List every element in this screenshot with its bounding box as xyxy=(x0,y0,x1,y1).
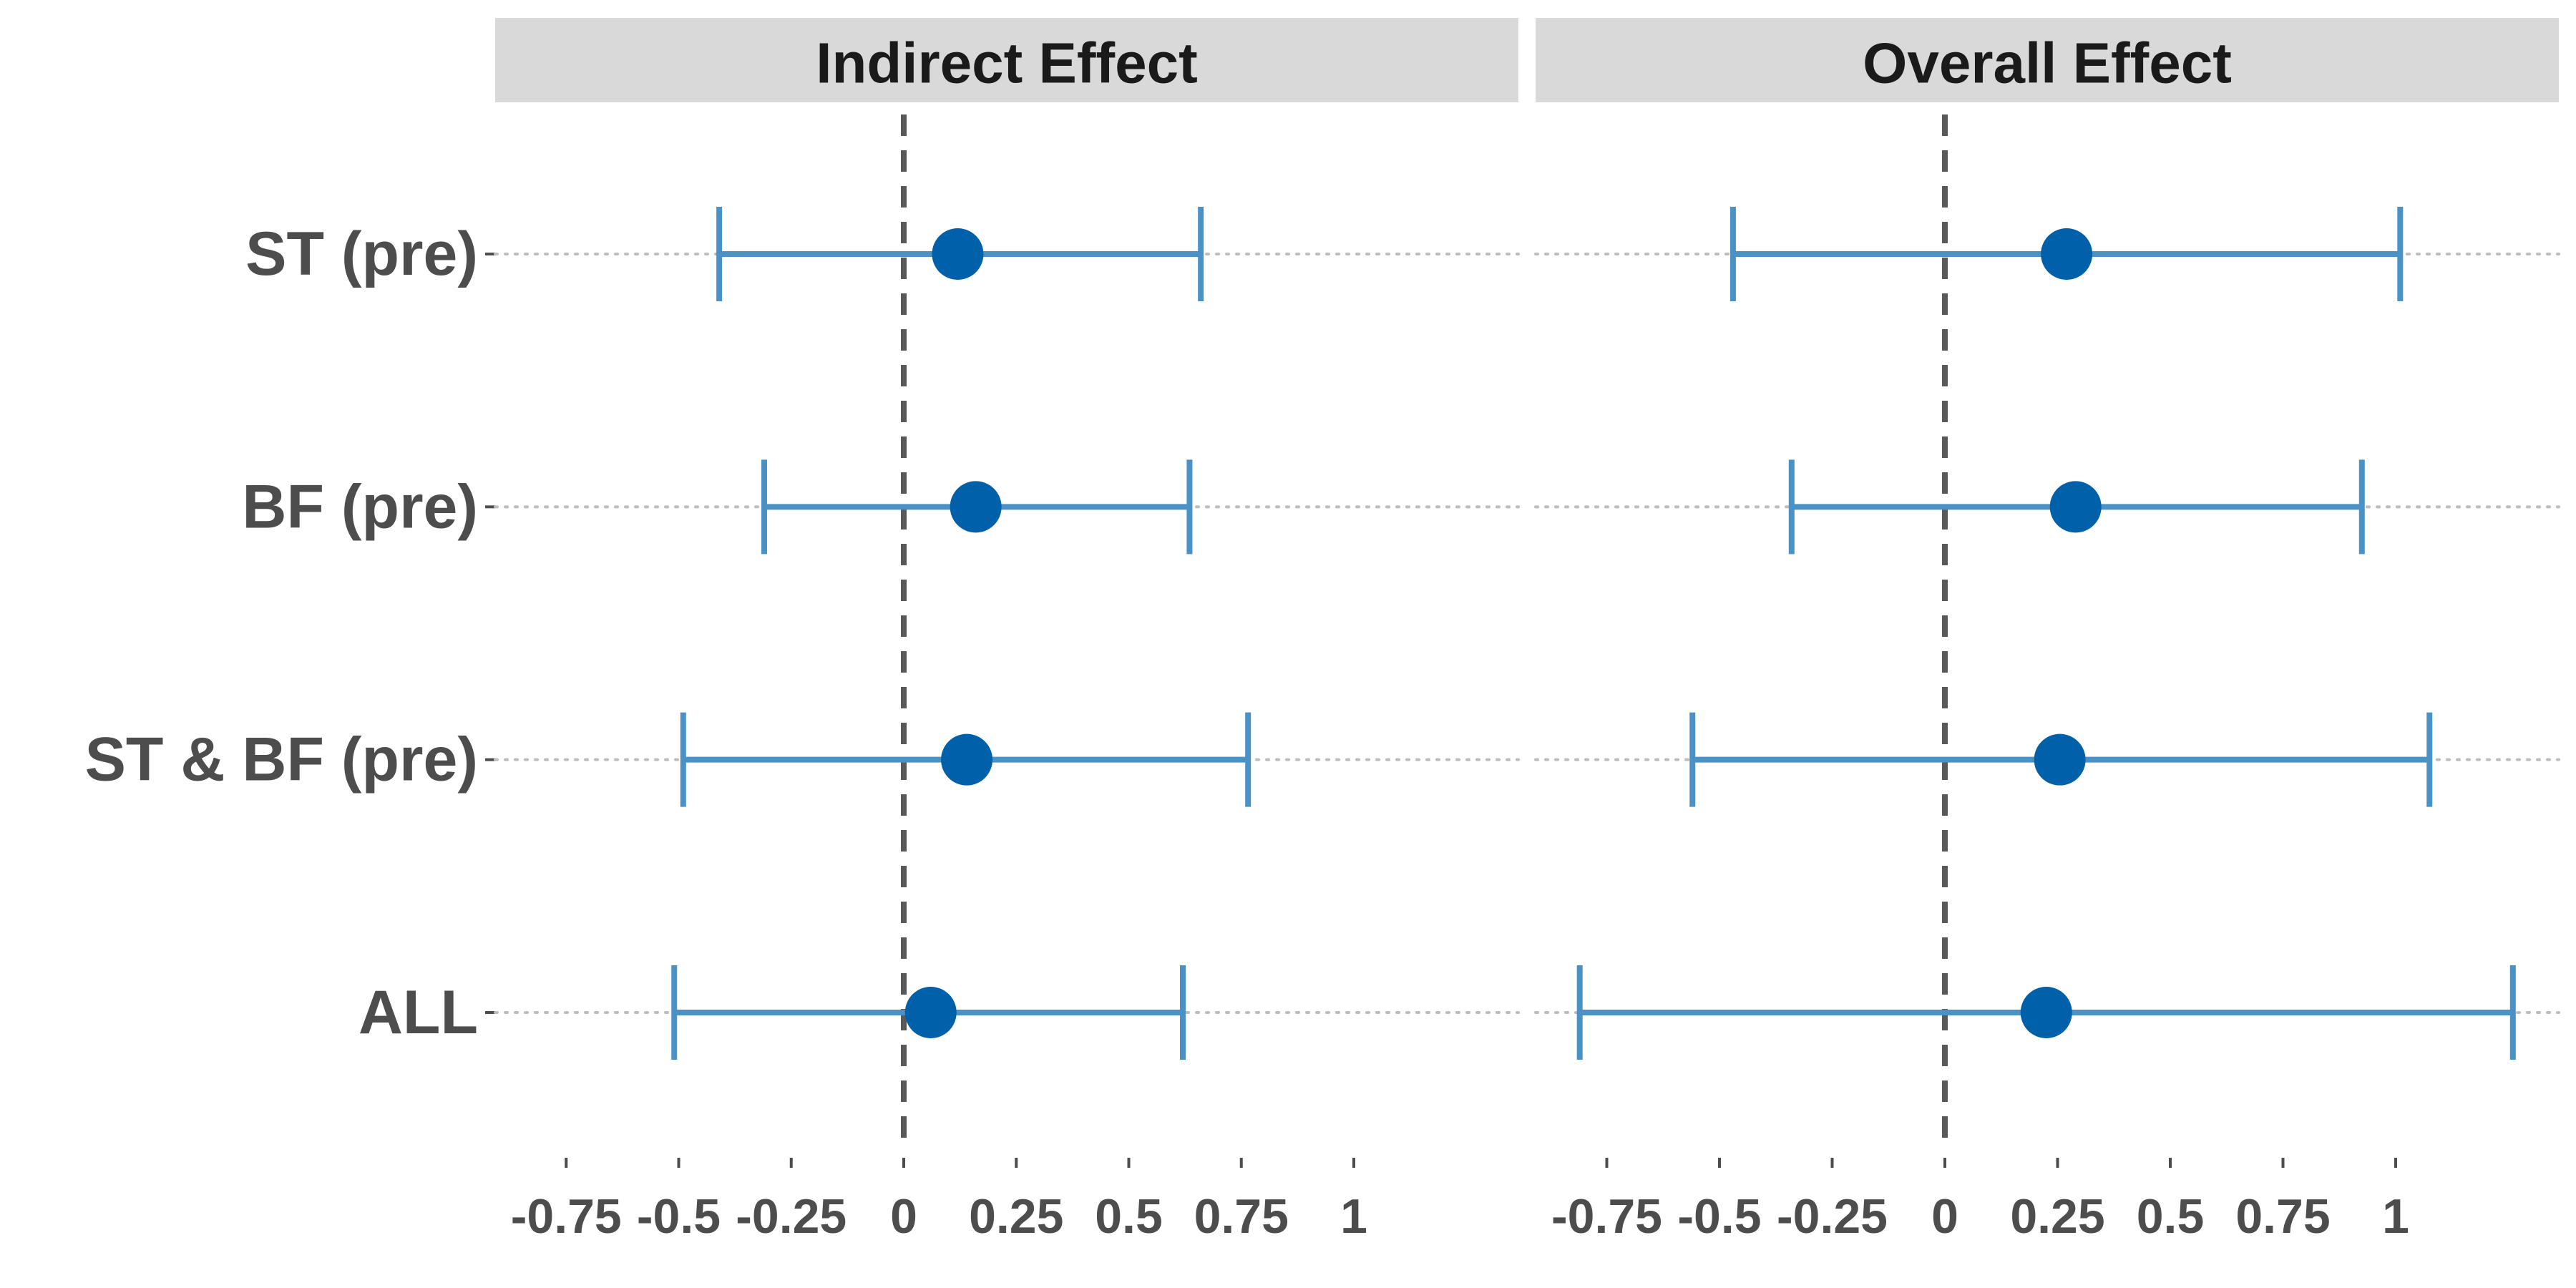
facet-strip xyxy=(1536,18,2559,102)
facet-strip xyxy=(495,18,1518,102)
x-tick-label: -0.75 xyxy=(511,1189,622,1244)
x-tick-label: 0.25 xyxy=(969,1189,1063,1244)
y-tick-label: ST & BF (pre) xyxy=(85,726,478,794)
x-tick-label: -0.75 xyxy=(1551,1189,1662,1244)
x-tick-label: 1 xyxy=(1340,1189,1367,1244)
y-tick-label: ST (pre) xyxy=(245,220,478,288)
y-tick-label: ALL xyxy=(358,978,478,1047)
x-tick-label: 0.75 xyxy=(1194,1189,1289,1244)
x-tick-label: -0.25 xyxy=(736,1189,847,1244)
point-estimate xyxy=(932,228,984,280)
x-tick-label: -0.25 xyxy=(1777,1189,1888,1244)
point-estimate xyxy=(950,481,1002,533)
x-tick-label: 0.25 xyxy=(2010,1189,2104,1244)
x-tick-label: 0.5 xyxy=(2137,1189,2205,1244)
x-tick-label: 0.75 xyxy=(2235,1189,2330,1244)
point-estimate xyxy=(2041,228,2093,280)
facet-strip-label: Indirect Effect xyxy=(816,31,1197,95)
point-estimate xyxy=(2034,733,2086,786)
x-tick-label: 0 xyxy=(890,1189,917,1244)
point-estimate xyxy=(941,733,993,786)
x-tick-label: 1 xyxy=(2382,1189,2409,1244)
point-estimate xyxy=(2020,987,2072,1038)
point-estimate xyxy=(904,987,957,1038)
point-estimate xyxy=(2049,481,2102,533)
x-tick-label: -0.5 xyxy=(1677,1189,1761,1244)
y-tick-label: BF (pre) xyxy=(242,472,478,541)
x-tick-label: -0.5 xyxy=(637,1189,721,1244)
facet-strip-label: Overall Effect xyxy=(1863,31,2232,95)
x-tick-label: 0 xyxy=(1931,1189,1958,1244)
x-tick-label: 0.5 xyxy=(1095,1189,1163,1244)
